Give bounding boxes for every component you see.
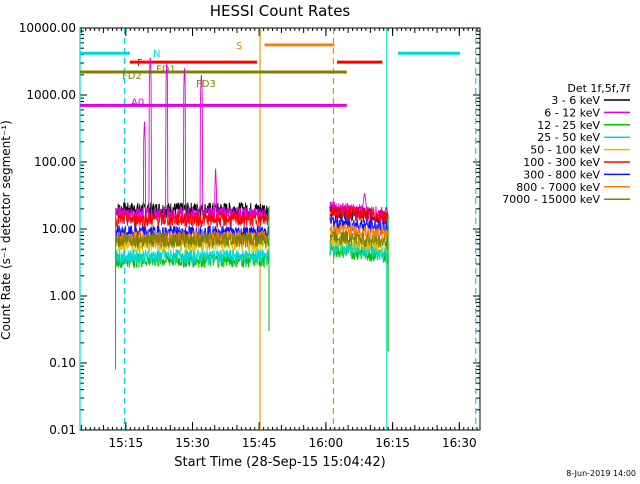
y-tick-label: 1.00 — [49, 289, 76, 303]
legend-label: 7000 - 15000 keV — [502, 193, 600, 206]
x-tick-label: 16:00 — [309, 436, 344, 450]
status-label-fd2: FD2 — [122, 71, 142, 82]
x-tick-label: 16:30 — [442, 436, 477, 450]
status-label-f: F — [137, 58, 143, 69]
status-label-n: N — [153, 49, 160, 60]
y-tick-label: 10.00 — [42, 222, 76, 236]
x-tick-label: 15:15 — [109, 436, 144, 450]
legend-label: 800 - 7000 keV — [516, 181, 600, 194]
y-tick-label: 1000.00 — [26, 88, 76, 102]
status-label-s: S — [236, 41, 242, 52]
series-line-6-12kev — [115, 57, 389, 222]
legend-title: Det 1f,5f,7f — [567, 82, 631, 95]
y-axis-label: Count Rate (s⁻¹ detector segment⁻¹) — [0, 120, 13, 340]
x-tick-label: 16:15 — [375, 436, 410, 450]
legend-label: 6 - 12 keV — [544, 106, 600, 119]
series-line-7000-15000kev — [115, 229, 389, 250]
status-label-fd3: FD3 — [196, 79, 216, 90]
y-tick-label: 100.00 — [34, 155, 76, 169]
x-axis-label: Start Time (28-Sep-15 15:04:42) — [174, 455, 385, 470]
legend-label: 12 - 25 keV — [537, 119, 600, 132]
x-tick-label: 15:30 — [175, 436, 210, 450]
status-label-a0: A0 — [131, 97, 144, 108]
legend-label: 50 - 100 keV — [530, 144, 600, 157]
y-tick-label: 10000.00 — [19, 21, 76, 35]
legend-label: 3 - 6 keV — [551, 94, 600, 107]
legend-label: 300 - 800 keV — [523, 168, 600, 181]
y-tick-label: 0.01 — [49, 423, 76, 437]
x-tick-label: 15:45 — [242, 436, 277, 450]
status-label-fd1: FD1 — [156, 64, 176, 75]
y-tick-label: 0.10 — [49, 356, 76, 370]
footer-date: 8-Jun-2019 14:00 — [566, 469, 636, 478]
chart-title: HESSI Count Rates — [210, 2, 351, 20]
legend-label: 100 - 300 keV — [523, 156, 600, 169]
legend-label: 25 - 50 keV — [537, 131, 600, 144]
